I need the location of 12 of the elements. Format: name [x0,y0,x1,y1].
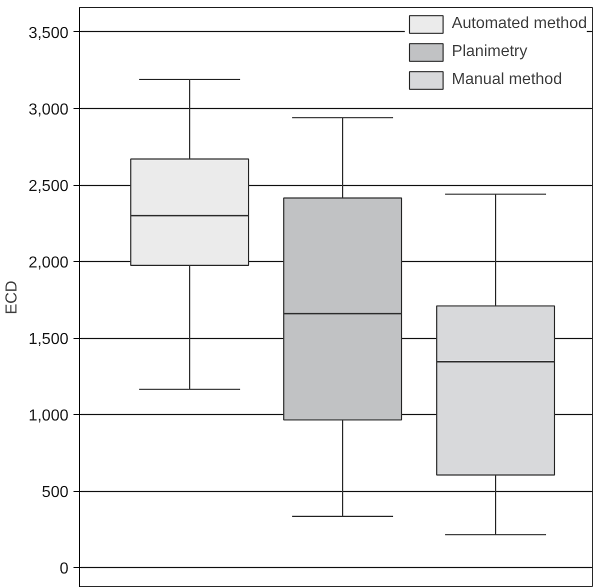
y-tick-label: 1,500 [28,331,69,348]
y-tick-label: 500 [42,484,69,502]
y-tick-label: 0 [60,560,69,578]
y-tick-label: 3,000 [28,102,69,119]
y-axis-title: ECD [3,280,20,314]
y-tick-label: 3,500 [28,24,69,42]
y-tick-label: 2,500 [28,178,69,196]
legend-label: Manual method [452,71,562,89]
legend-label: Planimetry [452,43,528,61]
y-tick-label: 1,000 [28,408,69,425]
legend-label: Automated method [452,15,587,33]
y-tick-label: 2,000 [28,254,69,272]
